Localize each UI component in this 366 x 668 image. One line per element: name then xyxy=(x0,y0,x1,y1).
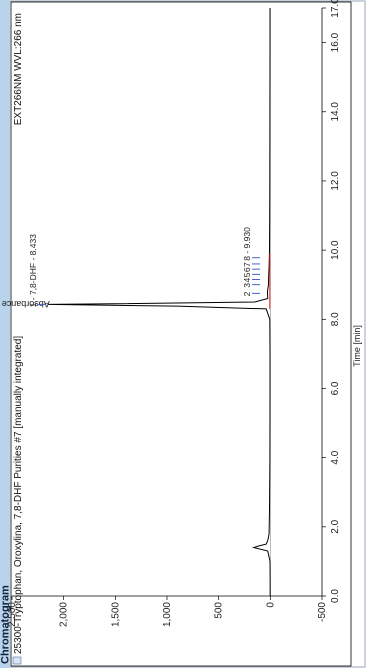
peak-label: 3 xyxy=(242,283,252,288)
peak-label: 7 xyxy=(242,262,252,267)
peak-label: 6 xyxy=(242,267,252,272)
y-tick-label: 1,000 xyxy=(162,602,173,627)
x-tick-label: 14.0 xyxy=(330,102,341,122)
peak-label: 2 xyxy=(242,291,252,296)
panel-title-bar xyxy=(0,0,10,668)
x-tick-label: 6.0 xyxy=(330,381,341,395)
peak-label: 5 xyxy=(242,272,252,277)
x-axis-label: Time [min] xyxy=(352,325,362,367)
x-tick-label: 2.0 xyxy=(330,519,341,533)
x-tick-label: 8.0 xyxy=(330,312,341,326)
peak-label: 4 xyxy=(242,278,252,283)
x-tick-label: 16.0 xyxy=(330,32,341,52)
y-tick-label: -500 xyxy=(317,602,328,622)
y-tick-label: 0 xyxy=(265,602,276,608)
y-tick-label: 1,500 xyxy=(110,602,121,627)
x-tick-label: 17.0 xyxy=(330,0,341,18)
detector-label: EXT266NM WVL:266 nm xyxy=(13,13,24,125)
x-tick-label: 12.0 xyxy=(330,171,341,191)
x-tick-label: 4.0 xyxy=(330,450,341,464)
series-line xyxy=(48,8,271,596)
panel-title: Chromatogram xyxy=(0,585,12,664)
chart-title: 25300-Tryptophan, Oroxylina, 7,8-DHF Pur… xyxy=(13,336,24,654)
y-tick-label: 2,000 xyxy=(59,602,70,627)
plot-area xyxy=(10,1,352,667)
peak-label: 8 - 9.930 xyxy=(242,227,252,261)
peak-label: 1 - 7,8-DHF - 8.433 xyxy=(28,234,38,307)
x-tick-label: 10.0 xyxy=(330,240,341,260)
x-tick-label: 0.0 xyxy=(330,589,341,603)
chromatogram-icon xyxy=(12,656,22,665)
y-tick-label: 500 xyxy=(214,602,225,619)
y-tick-label: 2,500 xyxy=(7,602,18,627)
y-axis-label: Absorbance [mAU] xyxy=(0,299,50,309)
